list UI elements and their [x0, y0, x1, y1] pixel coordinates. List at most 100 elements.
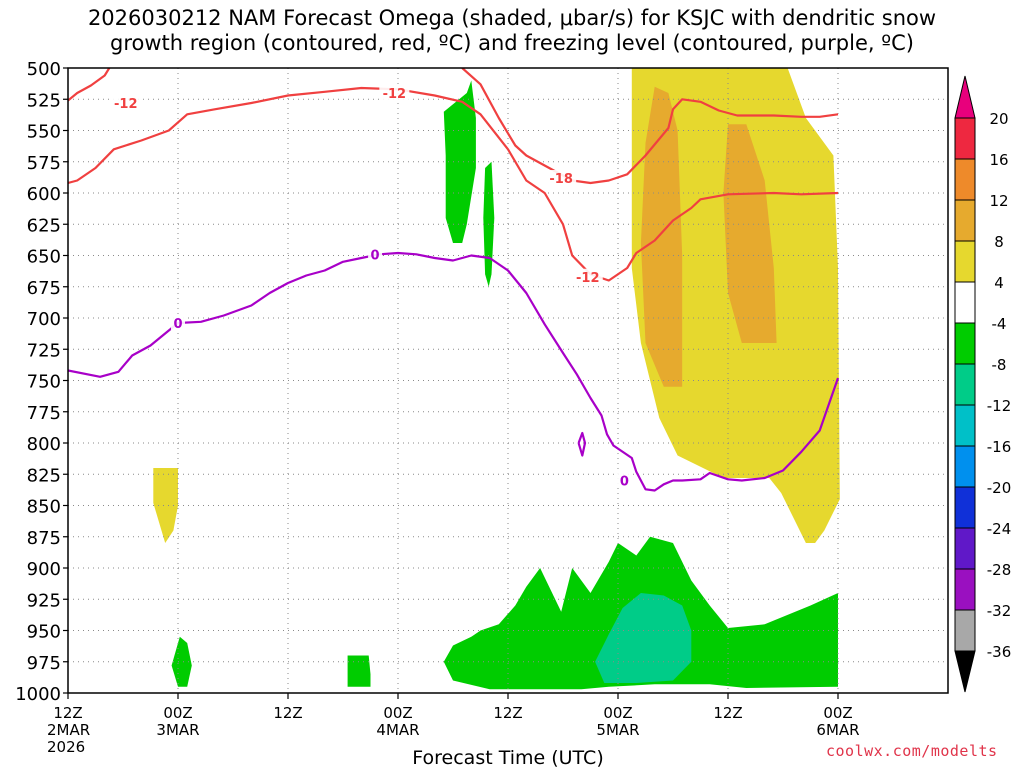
colorbar-bin--12--8 — [954, 363, 976, 406]
omega-region-rising-teal-low — [595, 593, 692, 683]
contour-label-2: -18 — [549, 172, 573, 187]
gridlines — [68, 68, 948, 693]
contour-label-bg-4 — [171, 315, 185, 330]
colorbar-bin--28--24 — [954, 527, 976, 570]
colorbar-bin--32--28 — [954, 568, 976, 611]
contour-layer: -12 -12 -18 -12 0 0 0 — [68, 68, 840, 492]
contour-label-bg-2 — [546, 170, 577, 185]
x-tick-label-36-0: 00Z — [383, 704, 412, 722]
contour-label-4: 0 — [173, 317, 182, 332]
colorbar-bin--4-4 — [954, 281, 976, 324]
x-tick-label-0-2: 2026 — [47, 738, 85, 756]
omega-region-rising-green-small-a — [171, 636, 192, 687]
colorbar-label--12: -12 — [987, 397, 1012, 415]
x-axis-title: Forecast Time (UTC) — [412, 747, 603, 768]
colorbar-bin-12-16 — [954, 158, 976, 201]
x-tick-label-24-0: 12Z — [273, 704, 302, 722]
x-tick-label-60-1: 5MAR — [596, 721, 639, 739]
x-tick-label-84-0: 00Z — [823, 704, 852, 722]
contour-label-bg-6 — [617, 472, 632, 488]
colorbar-label-16: 16 — [989, 151, 1008, 169]
colorbar-label-12: 12 — [989, 192, 1008, 210]
contour-label-5: 0 — [371, 248, 380, 263]
colorbar-label--32: -32 — [987, 602, 1012, 620]
y-tick-label-600: 600 — [27, 184, 61, 205]
colorbar-top-arrow — [954, 75, 976, 119]
colorbar-label--8: -8 — [992, 356, 1007, 374]
y-tick-label-575: 575 — [27, 153, 61, 174]
colorbar: 20 16 12 8 4 -4 -8 -12 -16 -20 -24 -28 -32 -36 — [954, 75, 1012, 693]
colorbar-bin--16--12 — [954, 404, 976, 447]
colorbar-bin--8--4 — [954, 322, 976, 365]
x-tick-label-0-1: 2MAR — [47, 721, 90, 739]
contour-label-6: 0 — [620, 475, 629, 490]
colorbar-label--16: -16 — [987, 438, 1012, 456]
contour-dendritic-zone-0 — [68, 68, 111, 102]
y-tick-label-675: 675 — [27, 278, 61, 299]
contour-label-bg-1 — [379, 85, 410, 100]
colorbar-bin--36--32 — [954, 609, 976, 652]
credit-text: coolwx.com/modelts — [826, 742, 998, 760]
chart-title: 2026030212 NAM Forecast Omega (shaded, μ… — [0, 6, 1024, 56]
y-tick-label-700: 700 — [27, 309, 61, 330]
omega-region-sinking-orange-a — [640, 86, 683, 387]
chart-title-line-2: growth region (contoured, red, ºC) and f… — [110, 31, 914, 55]
y-tick-label-950: 950 — [27, 622, 61, 643]
omega-region-sinking-yellow-blob — [153, 468, 178, 543]
y-tick-label-850: 850 — [27, 497, 61, 518]
x-tick-label-36-1: 4MAR — [376, 721, 419, 739]
y-tick-label-750: 750 — [27, 372, 61, 393]
y-tick-label-925: 925 — [27, 590, 61, 611]
colorbar-bin-8-12 — [954, 199, 976, 242]
y-tick-label-775: 775 — [27, 403, 61, 424]
x-tick-label-84-1: 6MAR — [816, 721, 859, 739]
omega-region-sinking-orange-b — [723, 124, 777, 343]
contour-label-0: -12 — [114, 97, 138, 112]
omega-shading-layer — [153, 68, 840, 690]
y-tick-label-1000: 1000 — [15, 684, 61, 705]
colorbar-label--20: -20 — [987, 479, 1012, 497]
contour-label-3: -12 — [576, 271, 600, 286]
contour-dendritic-zone-2 — [461, 68, 839, 185]
colorbar-label--36: -36 — [987, 643, 1012, 661]
contour-label-bg-3 — [572, 268, 603, 284]
colorbar-label--24: -24 — [987, 520, 1012, 538]
x-tick-label-12-0: 00Z — [163, 704, 192, 722]
chart-title-line-1: 2026030212 NAM Forecast Omega (shaded, μ… — [87, 6, 937, 30]
x-tick-label-60-0: 00Z — [603, 704, 632, 722]
y-tick-label-725: 725 — [27, 340, 61, 361]
y-tick-label-825: 825 — [27, 465, 61, 486]
contour-dendritic-zone-1 — [68, 86, 839, 282]
omega-region-rising-green-small-b — [347, 655, 371, 687]
omega-region-rising-green-col-a — [443, 80, 476, 243]
colorbar-label--4: -4 — [992, 315, 1007, 333]
x-tick-label-12-1: 3MAR — [156, 721, 199, 739]
contour-label-bg-5 — [368, 246, 383, 262]
x-tick-label-48-0: 12Z — [493, 704, 522, 722]
contour-freezing-level-4 — [577, 431, 587, 457]
colorbar-bin--20--16 — [954, 445, 976, 488]
colorbar-bottom-arrow — [954, 650, 976, 693]
x-tick-label-72-0: 12Z — [713, 704, 742, 722]
y-tick-label-650: 650 — [27, 247, 61, 268]
colorbar-label-4: 4 — [994, 274, 1004, 292]
y-tick-label-800: 800 — [27, 434, 61, 455]
y-tick-label-875: 875 — [27, 528, 61, 549]
y-tick-label-550: 550 — [27, 122, 61, 143]
colorbar-label--28: -28 — [987, 561, 1012, 579]
y-tick-label-975: 975 — [27, 653, 61, 674]
y-tick-label-500: 500 — [27, 59, 61, 80]
colorbar-bin-4-8 — [954, 240, 976, 283]
colorbar-bin--24--20 — [954, 486, 976, 529]
y-tick-label-900: 900 — [27, 559, 61, 580]
y-axis: 500 525 550 575 600 625 650 675 700 725 750 775 800 8… — [15, 59, 68, 705]
colorbar-label-20: 20 — [989, 110, 1008, 128]
contour-label-bg-0 — [110, 95, 141, 110]
contour-freezing-level-3 — [68, 251, 840, 492]
y-tick-label-525: 525 — [27, 90, 61, 111]
x-tick-label-0-0: 12Z — [53, 704, 82, 722]
y-tick-label-625: 625 — [27, 215, 61, 236]
colorbar-bin-16-20 — [954, 117, 976, 160]
